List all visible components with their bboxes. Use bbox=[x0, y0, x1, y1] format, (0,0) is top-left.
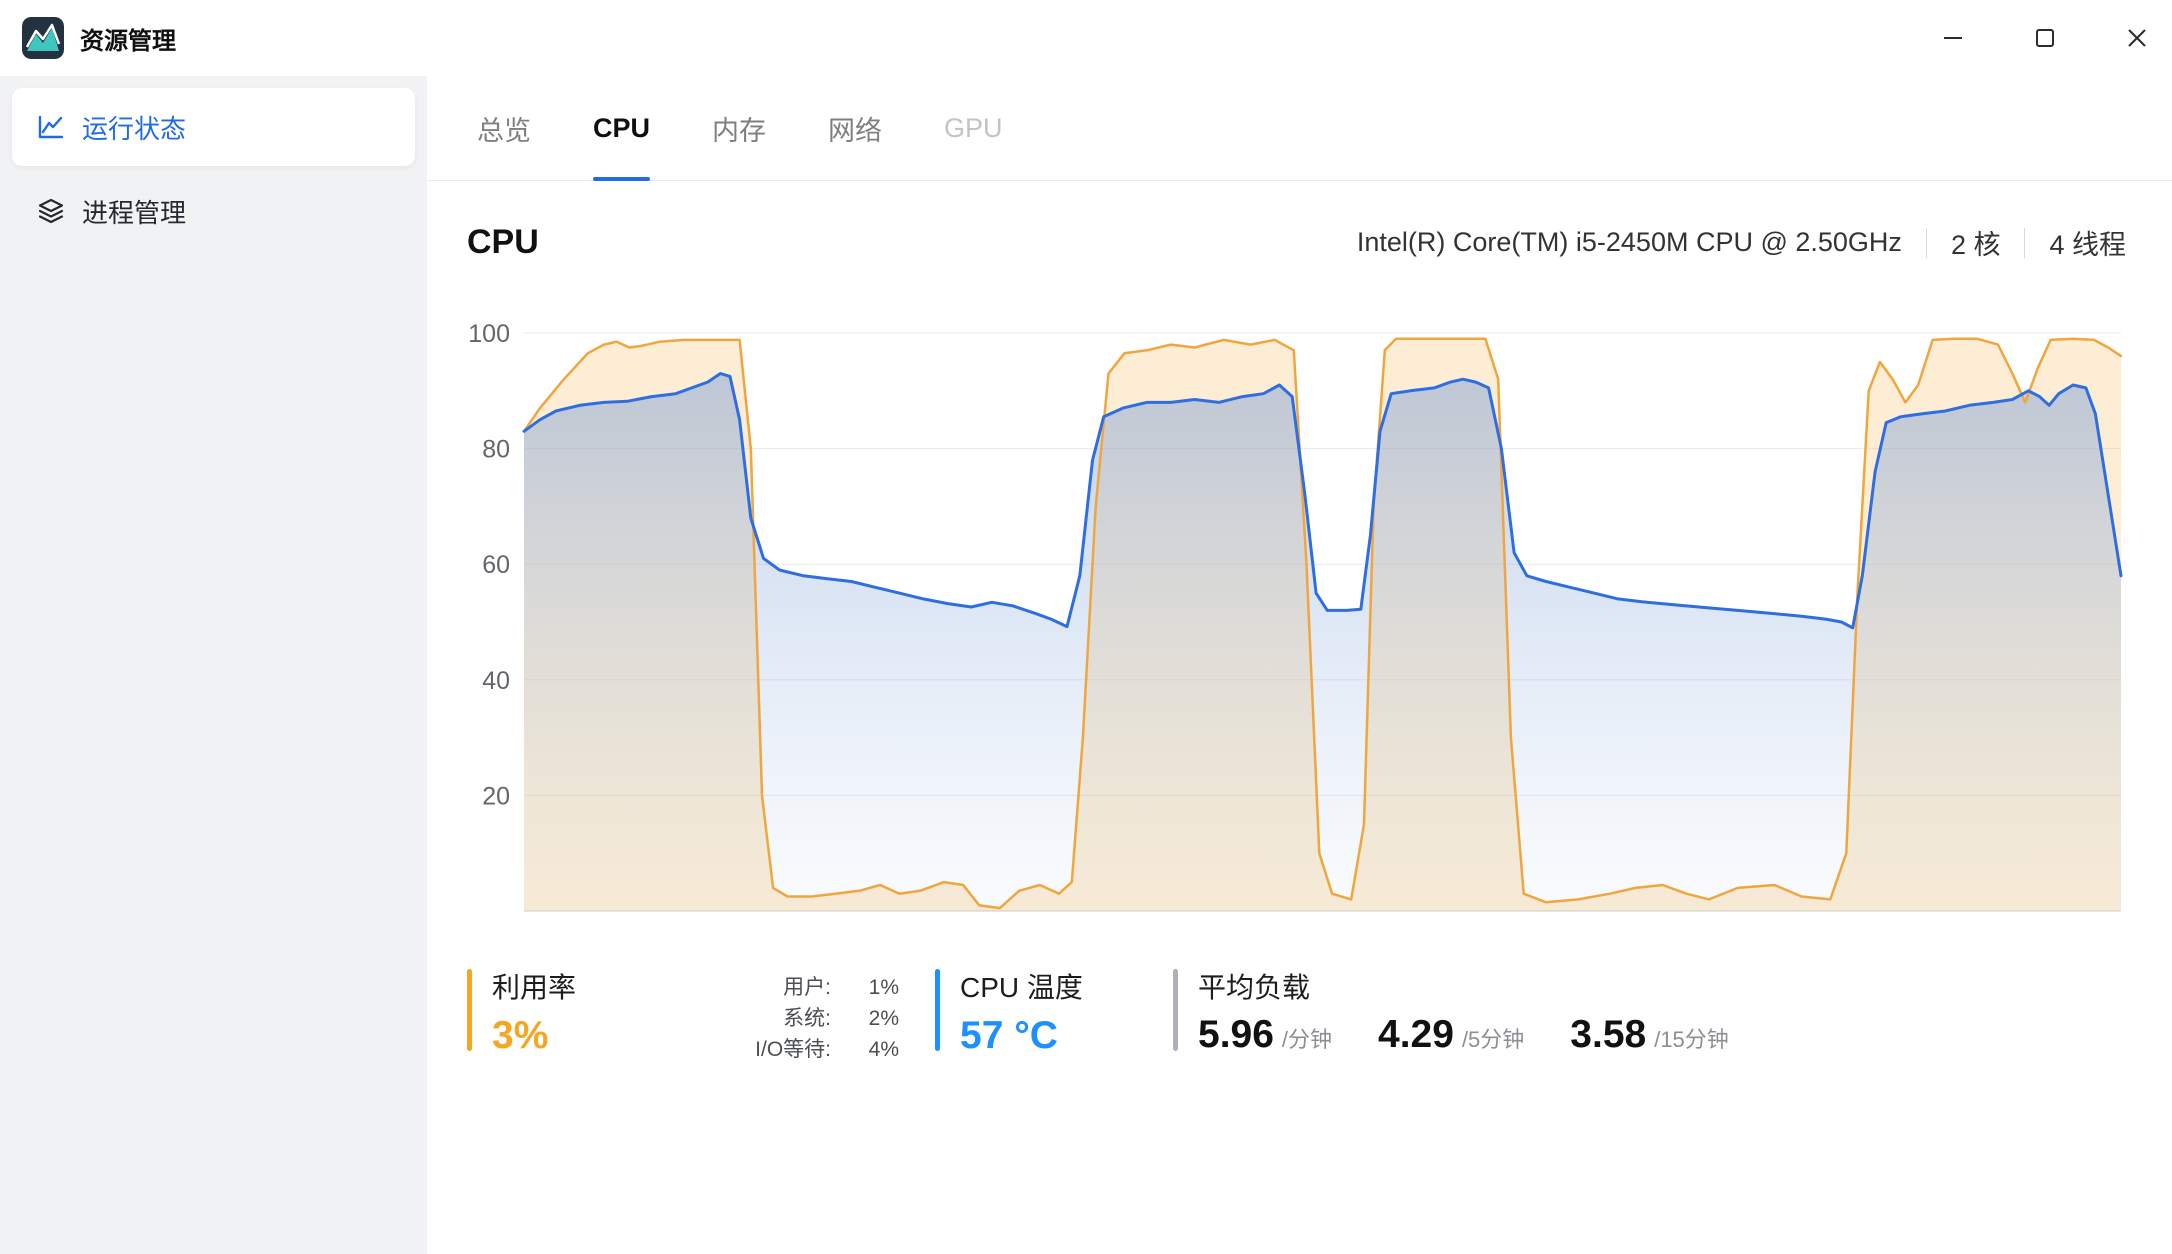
minimize-icon bbox=[1944, 37, 1962, 39]
tab-cpu[interactable]: CPU bbox=[593, 76, 651, 181]
utilization-value: 3% bbox=[492, 1014, 549, 1057]
load-values: 5.96 /分钟 4.29 /5分钟 3.58 /15分钟 bbox=[1198, 1013, 1729, 1057]
line-chart-icon bbox=[36, 112, 66, 142]
cpu-section-title: CPU bbox=[467, 223, 539, 261]
maximize-button[interactable] bbox=[2020, 13, 2070, 63]
load-accent-bar bbox=[1173, 969, 1178, 1051]
tab-memory[interactable]: 内存 bbox=[712, 115, 767, 146]
svg-text:40: 40 bbox=[482, 667, 510, 695]
svg-text:20: 20 bbox=[482, 782, 510, 810]
svg-text:60: 60 bbox=[482, 551, 510, 579]
app-icon bbox=[22, 17, 64, 59]
temperature-value: 57 °C bbox=[960, 1014, 1058, 1057]
tab-overview[interactable]: 总览 bbox=[477, 115, 531, 146]
cpu-threads: 4 线程 bbox=[2049, 230, 2126, 260]
sidebar-item-label: 进程管理 bbox=[82, 197, 187, 228]
svg-text:100: 100 bbox=[469, 322, 510, 348]
load-5min: 4.29 /5分钟 bbox=[1378, 1013, 1525, 1056]
breakdown-user-value: 1% bbox=[868, 976, 899, 999]
stat-breakdown: 用户: 1% 系统: 2% I/O等待: 4% bbox=[755, 969, 899, 1065]
minimize-button[interactable] bbox=[1928, 13, 1978, 63]
divider bbox=[2024, 227, 2026, 258]
layers-icon bbox=[36, 196, 66, 226]
close-icon bbox=[2128, 29, 2146, 47]
stat-temperature: CPU 温度 57 °C bbox=[935, 969, 1173, 1065]
stat-utilization: 利用率 3% 用户: 1% 系统: 2% I/O等待: 4% bbox=[467, 969, 935, 1065]
load-15min: 3.58 /15分钟 bbox=[1570, 1013, 1729, 1056]
tab-network[interactable]: 网络 bbox=[828, 115, 883, 146]
breakdown-iowait-value: 4% bbox=[868, 1038, 899, 1061]
svg-text:80: 80 bbox=[482, 436, 510, 464]
tabbar: 总览 CPU 内存 网络 GPU bbox=[427, 76, 2172, 181]
cpu-section-header: CPU Intel(R) Core(TM) i5-2450M CPU @ 2.5… bbox=[467, 223, 2126, 262]
breakdown-iowait-label: I/O等待: bbox=[755, 1038, 831, 1061]
close-button[interactable] bbox=[2112, 13, 2162, 63]
sidebar: 运行状态 进程管理 bbox=[0, 76, 427, 1254]
sidebar-item-label: 运行状态 bbox=[82, 113, 187, 144]
window-controls bbox=[1928, 13, 2162, 63]
main-content: 总览 CPU 内存 网络 GPU CPU Intel(R) Core(TM) i… bbox=[427, 76, 2172, 1254]
cpu-cores: 2 核 bbox=[1950, 230, 2001, 260]
divider bbox=[1925, 227, 1927, 258]
tab-gpu[interactable]: GPU bbox=[944, 112, 1003, 143]
stat-load-average: 平均负载 5.96 /分钟 4.29 /5分钟 3.58 /15分钟 bbox=[1173, 969, 1729, 1065]
sidebar-item-process-management[interactable]: 进程管理 bbox=[12, 172, 415, 250]
temperature-accent-bar bbox=[935, 969, 940, 1051]
temperature-label: CPU 温度 bbox=[960, 972, 1083, 1003]
cpu-info: Intel(R) Core(TM) i5-2450M CPU @ 2.50GHz… bbox=[1357, 223, 2126, 262]
utilization-label: 利用率 bbox=[492, 972, 577, 1003]
breakdown-system-value: 2% bbox=[868, 1007, 899, 1030]
cpu-usage-chart: 20 40 60 80 100 bbox=[469, 322, 2123, 912]
sidebar-item-running-status[interactable]: 运行状态 bbox=[12, 88, 415, 166]
titlebar: 资源管理 bbox=[0, 0, 2172, 76]
maximize-icon bbox=[2036, 29, 2054, 47]
cpu-model: Intel(R) Core(TM) i5-2450M CPU @ 2.50GHz bbox=[1356, 227, 1902, 257]
load-label: 平均负载 bbox=[1198, 972, 1311, 1003]
breakdown-user-label: 用户: bbox=[783, 976, 831, 999]
cpu-stats: 利用率 3% 用户: 1% 系统: 2% I/O等待: 4% CPU 温度 57… bbox=[467, 969, 2132, 1065]
load-1min: 5.96 /分钟 bbox=[1198, 1013, 1333, 1056]
window-title: 资源管理 bbox=[80, 27, 176, 55]
utilization-accent-bar bbox=[467, 969, 472, 1051]
breakdown-system-label: 系统: bbox=[783, 1007, 831, 1030]
